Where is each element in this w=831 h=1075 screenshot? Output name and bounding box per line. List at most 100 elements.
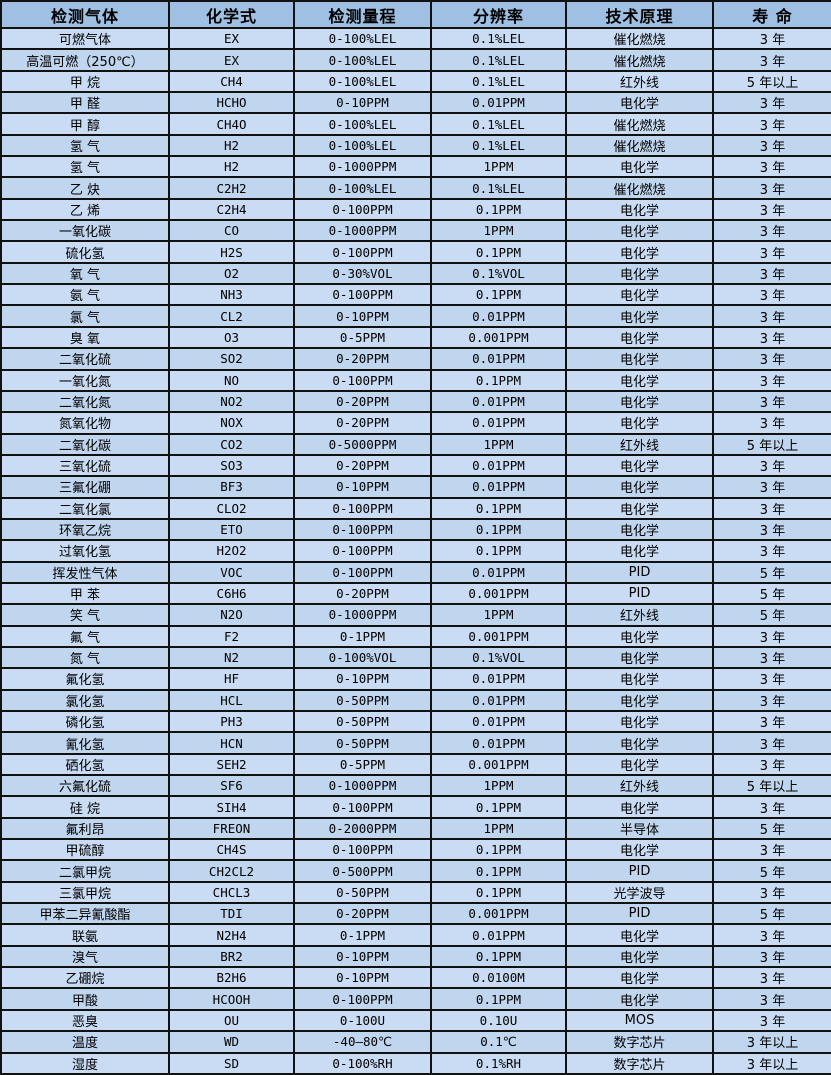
cell-range: 0-100PPM	[293, 560, 432, 584]
cell-lifespan: 3 年	[712, 624, 831, 648]
cell-principle: PID	[565, 859, 714, 883]
cell-range: -40—80℃	[293, 1030, 432, 1054]
cell-formula: NH3	[168, 283, 295, 307]
table-row: 挥发性气体 VOC 0-100PPM 0.01PPM PID 5 年	[0, 560, 831, 584]
cell-range: 0-20PPM	[293, 347, 432, 371]
cell-resolution: 0.1PPM	[430, 838, 567, 862]
cell-range: 0-2000PPM	[293, 816, 432, 841]
cell-range: 0-1PPM	[293, 624, 432, 648]
cell-range: 0-100%LEL	[293, 48, 432, 72]
cell-gas: 二氯甲烷	[0, 859, 170, 883]
cell-formula: BR2	[168, 944, 295, 969]
cell-range: 0-5PPM	[293, 325, 432, 350]
cell-range: 0-100PPM	[293, 240, 432, 264]
cell-range: 0-100%VOL	[293, 645, 432, 670]
cell-resolution: 1PPM	[430, 432, 567, 456]
cell-gas: 氯 气	[0, 304, 170, 328]
cell-lifespan: 3 年	[712, 752, 831, 777]
table-row: 氟 气 F2 0-1PPM 0.001PPM 电化学 3 年	[0, 624, 831, 648]
cell-formula: SO3	[168, 453, 295, 478]
cell-gas: 乙硼烷	[0, 966, 170, 990]
cell-lifespan: 3 年	[712, 155, 831, 179]
cell-range: 0-100PPM	[293, 368, 432, 392]
cell-resolution: 0.1PPM	[430, 987, 567, 1011]
table-row: 溴气 BR2 0-10PPM 0.1PPM 电化学 3 年	[0, 944, 831, 969]
cell-lifespan: 3 年	[712, 645, 831, 670]
table-row: 氧 气 O2 0-30%VOL 0.1%VOL 电化学 3 年	[0, 261, 831, 286]
cell-gas: 溴气	[0, 944, 170, 969]
cell-gas: 氧 气	[0, 261, 170, 286]
cell-gas: 三氧化硫	[0, 453, 170, 478]
cell-lifespan: 3 年	[712, 475, 831, 499]
table-row: 联氨 N2H4 0-1PPM 0.01PPM 电化学 3 年	[0, 923, 831, 947]
cell-formula: F2	[168, 624, 295, 648]
cell-principle: 电化学	[565, 219, 714, 243]
table-row: 氟利昂 FREON 0-2000PPM 1PPM 半导体 5 年	[0, 816, 831, 841]
cell-formula: CO	[168, 219, 295, 243]
cell-principle: 催化燃烧	[565, 176, 714, 200]
cell-range: 0-100%LEL	[293, 176, 432, 200]
cell-principle: 电化学	[565, 517, 714, 542]
cell-resolution: 0.1PPM	[430, 880, 567, 905]
cell-range: 0-10PPM	[293, 91, 432, 115]
cell-principle: 电化学	[565, 624, 714, 648]
cell-gas: 甲 醇	[0, 112, 170, 136]
cell-formula: BF3	[168, 475, 295, 499]
cell-gas: 甲苯二异氰酸酯	[0, 902, 170, 926]
cell-gas: 环氧乙烷	[0, 517, 170, 542]
cell-resolution: 0.1%LEL	[430, 69, 567, 94]
cell-formula: VOC	[168, 560, 295, 584]
cell-resolution: 0.01PPM	[430, 347, 567, 371]
cell-resolution: 1PPM	[430, 774, 567, 798]
cell-principle: PID	[565, 560, 714, 584]
table-row: 甲 醇 CH4O 0-100%LEL 0.1%LEL 催化燃烧 3 年	[0, 112, 831, 136]
cell-formula: SD	[168, 1051, 295, 1075]
cell-lifespan: 3 年	[712, 453, 831, 478]
cell-range: 0-5PPM	[293, 752, 432, 777]
cell-lifespan: 3 年	[712, 240, 831, 264]
cell-range: 0-100PPM	[293, 795, 432, 819]
table-row: 二氧化碳 CO2 0-5000PPM 1PPM 红外线 5 年以上	[0, 432, 831, 456]
cell-lifespan: 3 年	[712, 667, 831, 691]
cell-gas: 二氧化氮	[0, 389, 170, 414]
table-row: 氟化氢 HF 0-10PPM 0.01PPM 电化学 3 年	[0, 667, 831, 691]
cell-range: 0-500PPM	[293, 859, 432, 883]
table-row: 六氟化硫 SF6 0-1000PPM 1PPM 红外线 5 年以上	[0, 774, 831, 798]
cell-principle: 电化学	[565, 667, 714, 691]
cell-gas: 氮 气	[0, 645, 170, 670]
cell-lifespan: 3 年	[712, 709, 831, 734]
cell-formula: H2S	[168, 240, 295, 264]
cell-formula: FREON	[168, 816, 295, 841]
cell-formula: HF	[168, 667, 295, 691]
cell-resolution: 0.1PPM	[430, 859, 567, 883]
cell-range: 0-1PPM	[293, 923, 432, 947]
cell-principle: 电化学	[565, 197, 714, 222]
cell-formula: NOX	[168, 411, 295, 435]
cell-lifespan: 3 年	[712, 219, 831, 243]
cell-lifespan: 3 年	[712, 347, 831, 371]
cell-resolution: 0.10U	[430, 1008, 567, 1033]
cell-resolution: 0.1PPM	[430, 539, 567, 563]
cell-gas: 高温可燃（250℃）	[0, 48, 170, 72]
cell-formula: EX	[168, 48, 295, 72]
cell-principle: 电化学	[565, 155, 714, 179]
cell-principle: 催化燃烧	[565, 48, 714, 72]
cell-resolution: 0.1%VOL	[430, 261, 567, 286]
table-row: 甲苯二异氰酸酯 TDI 0-20PPM 0.001PPM PID 5 年	[0, 902, 831, 926]
cell-resolution: 0.01PPM	[430, 91, 567, 115]
table-row: 笑 气 N2O 0-1000PPM 1PPM 红外线 5 年	[0, 603, 831, 627]
cell-gas: 甲酸	[0, 987, 170, 1011]
cell-formula: SF6	[168, 774, 295, 798]
cell-lifespan: 3 年	[712, 1008, 831, 1033]
cell-gas: 甲硫醇	[0, 838, 170, 862]
cell-gas: 联氨	[0, 923, 170, 947]
cell-lifespan: 5 年	[712, 859, 831, 883]
cell-resolution: 0.001PPM	[430, 902, 567, 926]
cell-lifespan: 5 年	[712, 816, 831, 841]
cell-range: 0-1000PPM	[293, 155, 432, 179]
cell-lifespan: 3 年以上	[712, 1030, 831, 1054]
cell-formula: HCL	[168, 688, 295, 713]
header-row: 检测气体 化学式 检测量程 分辨率 技术原理 寿 命	[0, 0, 831, 29]
cell-resolution: 0.01PPM	[430, 688, 567, 713]
cell-resolution: 0.1%LEL	[430, 176, 567, 200]
